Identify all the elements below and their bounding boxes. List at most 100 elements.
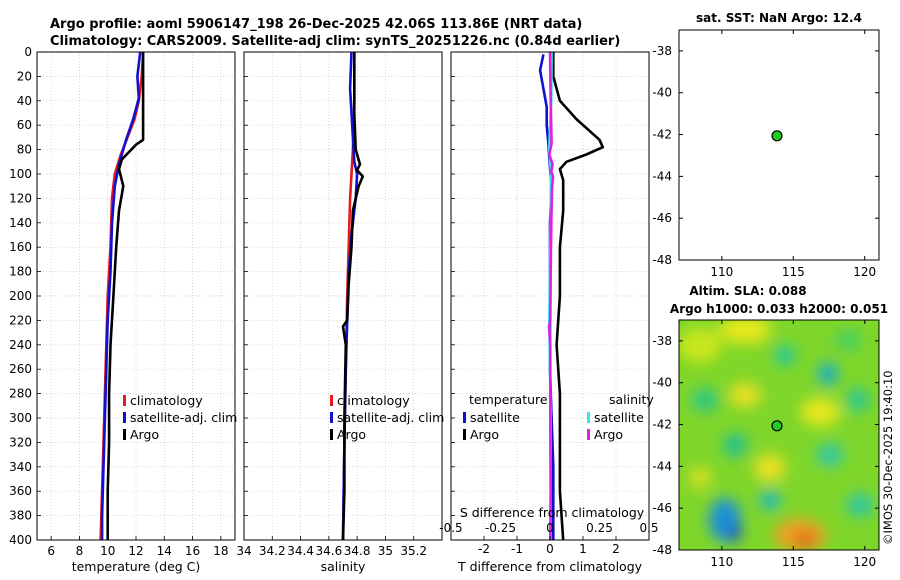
x-tick-label: 6 [47, 544, 55, 558]
legend-swatch [123, 429, 126, 440]
x-tick-label: 34.6 [315, 544, 342, 558]
x-tick-label: 1 [579, 542, 587, 556]
sla-blob [729, 522, 741, 542]
x-tick-label: 35 [378, 544, 393, 558]
x-axis-label: T difference from climatology [457, 559, 643, 574]
x-tick-label: 34.2 [259, 544, 286, 558]
map-y-tick-label: -38 [652, 334, 672, 348]
x-tick-label: 34 [236, 544, 251, 558]
y-tick-label: 20 [17, 69, 32, 83]
sla-blob [691, 388, 719, 412]
y-tick-label: 0 [24, 45, 32, 59]
series-line-t-argo [551, 52, 605, 541]
legend-swatch [330, 395, 333, 406]
sla-blob [818, 362, 838, 386]
legend-title-temperature: temperature [469, 392, 548, 407]
legend-swatch [123, 412, 126, 423]
sla-blob [719, 320, 771, 344]
map-y-tick-label: -42 [652, 418, 672, 432]
map-y-tick-label: -42 [652, 128, 672, 142]
sst-map-title: sat. SST: NaN Argo: 12.4 [696, 11, 862, 25]
sla-blob [679, 327, 722, 363]
sla-blob [846, 388, 870, 412]
legend-swatch [587, 412, 590, 423]
salinity-panel: 34 34.2 34.4 34.6 34.8 35 35.2 salinity climatol… [236, 51, 444, 574]
legend-label: Argo [130, 427, 159, 442]
map-y-tick-label: -48 [652, 543, 672, 557]
y-tick-label: 220 [9, 313, 32, 327]
x-tick-label: 34.4 [287, 544, 314, 558]
map-x-tick-label: 120 [853, 265, 876, 279]
map-x-tick-label: 120 [853, 555, 876, 569]
sla-blob [729, 383, 761, 407]
x-tick-label: 18 [213, 544, 228, 558]
y-tick-label: 100 [9, 167, 32, 181]
legend-swatch [123, 395, 126, 406]
x-tick-label: 10 [100, 544, 115, 558]
x-tick-label: 2 [612, 542, 620, 556]
series-line-s-argo [547, 51, 555, 541]
x-tick-label: 8 [76, 544, 84, 558]
map-y-tick-label: -44 [652, 169, 672, 183]
map-frame [678, 319, 880, 551]
x-tick-label: 12 [128, 544, 143, 558]
y-tick-label: 340 [9, 460, 32, 474]
map-x-tick-label: 110 [710, 555, 733, 569]
y-tick-label: 320 [9, 435, 32, 449]
top-axis-label: S difference from climatology [460, 505, 645, 520]
map-y-tick-label: -46 [652, 211, 672, 225]
legend-swatch [463, 429, 466, 440]
sla-blob [846, 493, 874, 517]
legend-label: Argo [337, 427, 366, 442]
map-x-tick-label: 115 [782, 265, 805, 279]
sla-map-title: Altim. SLA: 0.088 [689, 284, 806, 298]
top-tick-label: -0.25 [485, 521, 516, 535]
legend-title-salinity: salinity [609, 392, 654, 407]
legend-swatch [587, 429, 590, 440]
sla-blob [775, 345, 795, 365]
sla-heatmap [679, 320, 879, 550]
top-tick-label: 0 [546, 521, 554, 535]
argo-location-marker [771, 420, 783, 432]
x-tick-label: -2 [478, 542, 490, 556]
copyright-stamp: ©IMOS 30-Dec-2025 19:40:10 [881, 370, 895, 545]
legend-label: satellite [594, 410, 644, 425]
y-tick-label: 180 [9, 265, 32, 279]
top-tick-label: 0.5 [639, 521, 658, 535]
y-tick-label: 80 [17, 143, 32, 157]
legend-label: satellite-adj. clim [130, 410, 237, 425]
map-y-tick-label: -44 [652, 459, 672, 473]
map-x-tick-label: 115 [782, 555, 805, 569]
y-tick-label: 160 [9, 240, 32, 254]
y-tick-label: 360 [9, 484, 32, 498]
x-axis-label: temperature (deg C) [72, 559, 201, 574]
y-tick-label: 260 [9, 362, 32, 376]
y-tick-label: 400 [9, 533, 32, 547]
y-tick-label: 280 [9, 387, 32, 401]
sla-blob [754, 454, 786, 482]
map-x-tick-label: 110 [710, 265, 733, 279]
map-y-tick-label: -48 [652, 253, 672, 267]
legend-label: Argo [470, 427, 499, 442]
y-tick-label: 240 [9, 338, 32, 352]
temperature-panel: 6 8 10 12 14 16 18 temperature (deg C) 0 20 40 60 80… [9, 45, 237, 574]
difference-panel: -2 -1 0 1 2 T difference from climatology S di… [439, 51, 659, 574]
legend-label: satellite-adj. clim [337, 410, 444, 425]
x-tick-label: -1 [511, 542, 523, 556]
argo-location-marker [771, 130, 783, 142]
x-tick-label: 34.8 [344, 544, 371, 558]
x-axis-label: salinity [321, 559, 366, 574]
figure-title-line2: Climatology: CARS2009. Satellite-adj cli… [50, 34, 620, 49]
legend-swatch [463, 412, 466, 423]
y-tick-label: 140 [9, 216, 32, 230]
legend-label: climatology [337, 393, 410, 408]
sla-blob [723, 433, 747, 457]
series-line-argo [341, 52, 365, 541]
y-tick-label: 120 [9, 191, 32, 205]
y-tick-label: 200 [9, 289, 32, 303]
y-tick-label: 380 [9, 509, 32, 523]
sst-map-panel: 110 115 120 -38 -40 -42 -44 -46 -48 [652, 29, 880, 279]
series-line-satellite-adj-clim [100, 51, 142, 540]
map-frame [678, 29, 880, 261]
figure-title-line1: Argo profile: aoml 5906147_198 26-Dec-20… [50, 17, 582, 32]
